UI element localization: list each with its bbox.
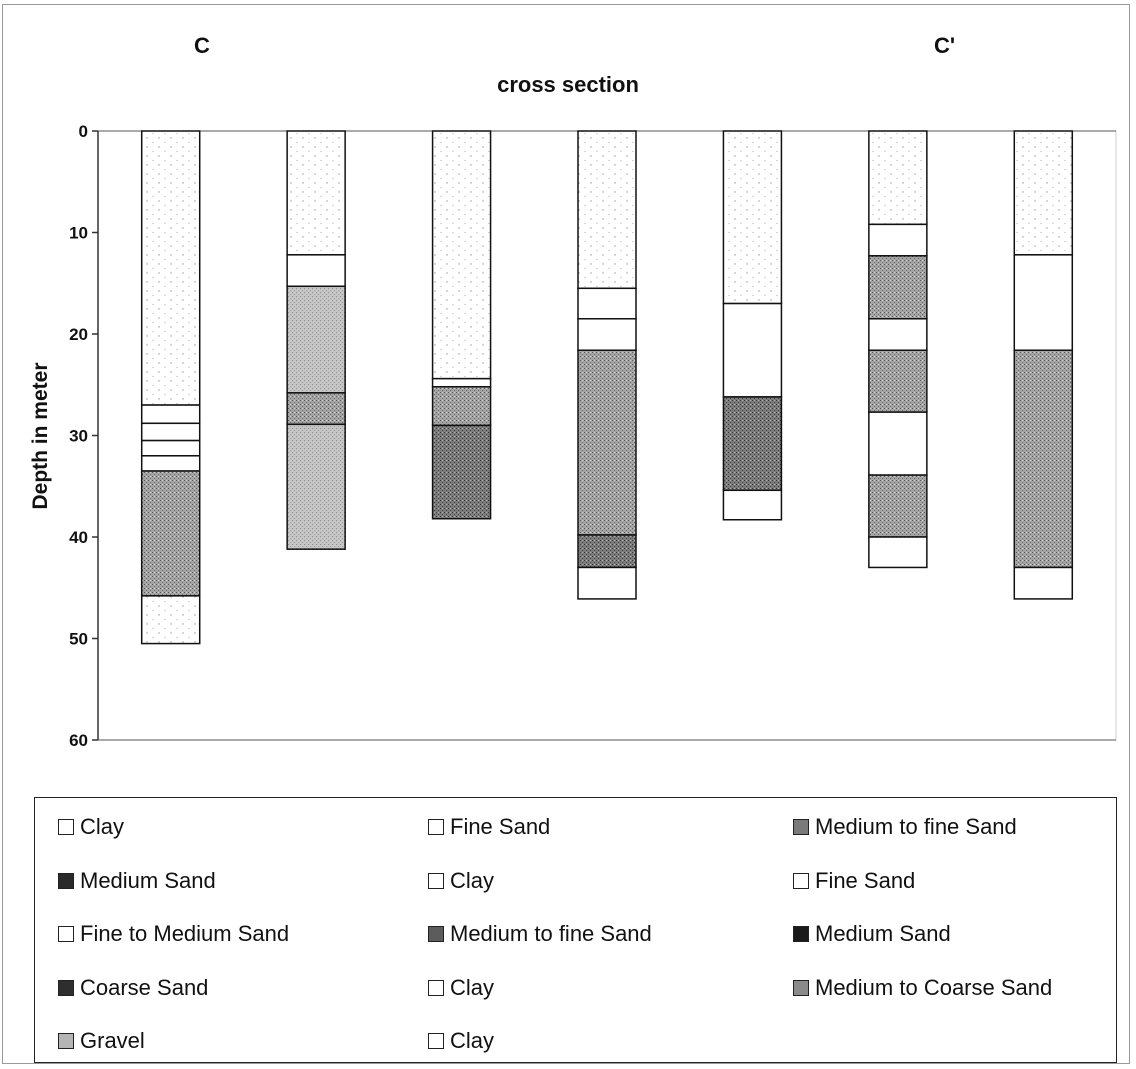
- legend-label: Clay: [450, 1028, 495, 1053]
- strata-layer: [577, 130, 637, 290]
- strata-layer: [286, 285, 346, 394]
- legend-item: Coarse Sand: [58, 975, 208, 1001]
- y-tick-label: 60: [69, 731, 88, 750]
- legend-label: Clay: [80, 814, 125, 839]
- strata-layer: [868, 223, 928, 257]
- strata-layer: [431, 386, 492, 427]
- strata-layer: [722, 489, 783, 521]
- strata-layer: [868, 255, 928, 320]
- legend-label: Medium to Coarse Sand: [815, 975, 1053, 1000]
- legend-item: Medium to fine Sand: [793, 814, 1017, 840]
- legend-item: Medium to Coarse Sand: [793, 975, 1052, 1001]
- strata-layer: [140, 130, 201, 406]
- legend-label: Fine Sand: [450, 814, 551, 839]
- legend-swatch: [58, 819, 74, 835]
- y-tick-label: 0: [79, 122, 88, 141]
- strata-layer: [140, 422, 201, 442]
- legend-label: Coarse Sand: [80, 975, 209, 1000]
- legend-swatch: [793, 980, 809, 996]
- strata-layer: [722, 396, 783, 492]
- strata-layer: [286, 254, 346, 288]
- legend-item: Clay: [58, 814, 124, 840]
- strata-layer: [140, 439, 201, 457]
- strata-layer: [286, 130, 346, 256]
- legend-swatch: [58, 1033, 74, 1049]
- legend-label: Gravel: [80, 1028, 145, 1053]
- legend-label: Fine Sand: [815, 868, 916, 893]
- legend-item: Medium to fine Sand: [428, 921, 652, 947]
- strata-layer: [577, 566, 637, 600]
- y-tick-label: 20: [69, 325, 88, 344]
- strata-layer: [140, 404, 201, 425]
- strata-layer: [868, 411, 928, 476]
- strata-layer: [1013, 254, 1074, 351]
- strata-layer: [140, 455, 201, 472]
- strata-layer: [286, 392, 346, 426]
- strata-layer: [1013, 349, 1074, 569]
- legend-item: Clay: [428, 868, 494, 894]
- strata-layer: [1013, 566, 1074, 600]
- strata-layer: [431, 377, 492, 388]
- borehole-column: [431, 130, 492, 520]
- strata-layer: [722, 130, 783, 305]
- legend-swatch: [793, 873, 809, 889]
- legend-swatch: [428, 926, 444, 942]
- strata-layer: [868, 474, 928, 538]
- legend-item: Clay: [428, 1028, 494, 1054]
- legend-item: Medium Sand: [58, 868, 216, 894]
- legend-item: Fine to Medium Sand: [58, 921, 289, 947]
- legend-swatch: [58, 873, 74, 889]
- strata-layer: [722, 302, 783, 398]
- strata-layer: [431, 424, 492, 520]
- borehole-column: [286, 130, 346, 550]
- borehole-column: [722, 130, 783, 521]
- y-tick-label: 50: [69, 630, 88, 649]
- legend-swatch: [428, 819, 444, 835]
- strata-layer: [140, 595, 201, 645]
- legend-swatch: [58, 926, 74, 942]
- legend-label: Clay: [450, 868, 495, 893]
- chart-title: cross section: [497, 72, 639, 97]
- borehole-column: [1013, 130, 1074, 600]
- legend-label: Clay: [450, 975, 495, 1000]
- strata-layer: [577, 287, 637, 320]
- legend-item: Gravel: [58, 1028, 145, 1054]
- legend-item: Fine Sand: [428, 814, 550, 840]
- y-tick-label: 10: [69, 224, 88, 243]
- legend-label: Medium Sand: [815, 921, 951, 946]
- strata-layer: [577, 349, 637, 536]
- strata-layer: [140, 470, 201, 597]
- section-label-right: C': [934, 33, 956, 58]
- legend: Clay Fine Sand Medium to fine Sand Mediu…: [34, 797, 1117, 1063]
- legend-label: Medium Sand: [80, 868, 216, 893]
- section-label-left: C: [194, 33, 210, 58]
- legend-swatch: [58, 980, 74, 996]
- legend-item: Fine Sand: [793, 868, 915, 894]
- strata-layer: [577, 318, 637, 351]
- borehole-column: [868, 130, 928, 569]
- legend-label: Medium to fine Sand: [450, 921, 652, 946]
- legend-item: Medium Sand: [793, 921, 951, 947]
- strata-layer: [431, 130, 492, 380]
- legend-label: Medium to fine Sand: [815, 814, 1017, 839]
- y-tick-label: 30: [69, 427, 88, 446]
- strata-layer: [286, 423, 346, 550]
- legend-label: Fine to Medium Sand: [80, 921, 290, 946]
- strata-layer: [868, 318, 928, 351]
- borehole-column: [577, 130, 637, 600]
- borehole-column: [140, 130, 201, 645]
- legend-item: Clay: [428, 975, 494, 1001]
- strata-layer: [868, 349, 928, 413]
- legend-swatch: [428, 980, 444, 996]
- y-tick-label: 40: [69, 528, 88, 547]
- strata-layer: [868, 130, 928, 226]
- strata-layer: [868, 536, 928, 569]
- strata-layer: [1013, 130, 1074, 256]
- legend-swatch: [428, 873, 444, 889]
- legend-swatch: [428, 1033, 444, 1049]
- legend-swatch: [793, 926, 809, 942]
- legend-swatch: [793, 819, 809, 835]
- strata-layer: [577, 534, 637, 569]
